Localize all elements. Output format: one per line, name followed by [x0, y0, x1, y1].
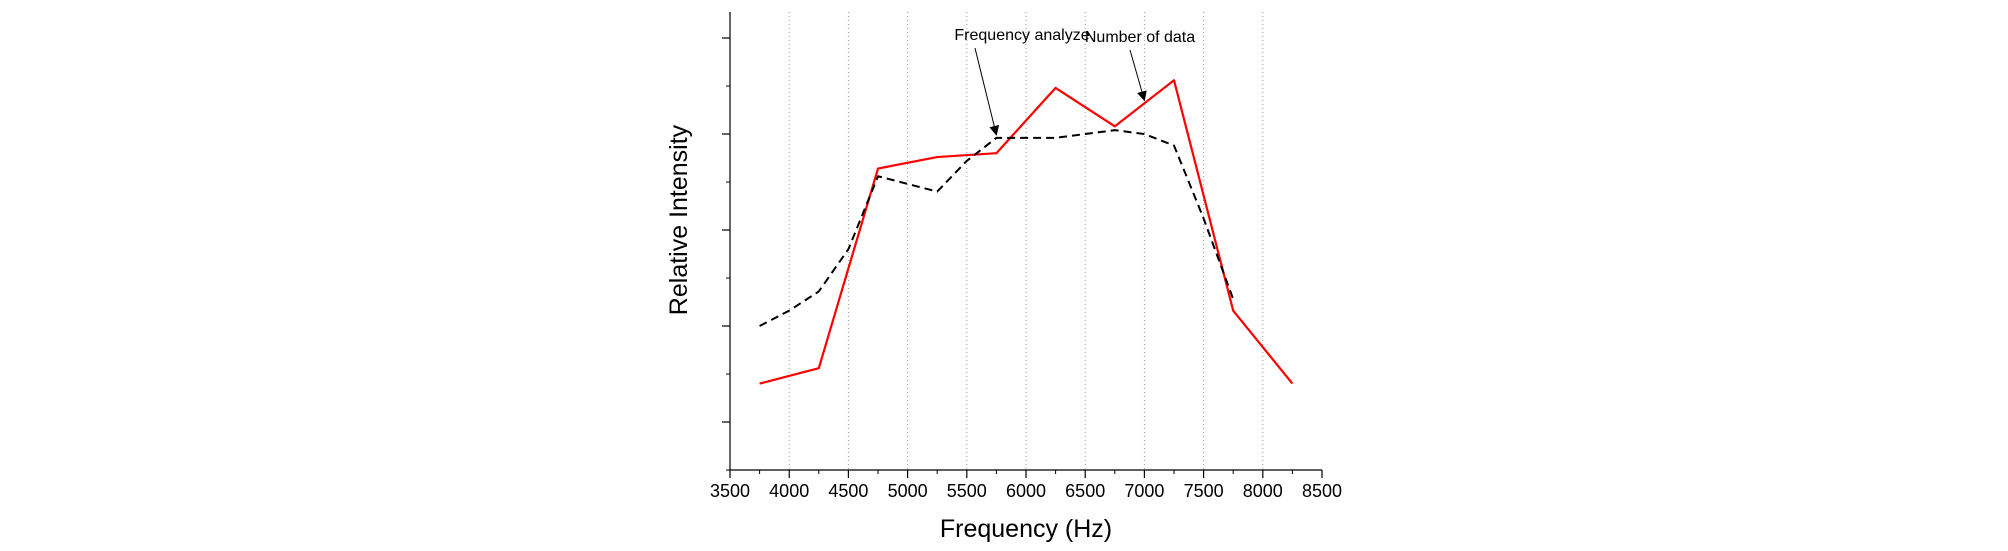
axes: 3500 4000 4500 5000 5500 6000 6500 7000 7500 8000… [710, 12, 1342, 501]
x-tick-label-7500: 7500 [1184, 481, 1224, 501]
x-axis-title: Frequency (Hz) [940, 515, 1112, 543]
x-tick-label-8000: 8000 [1243, 481, 1283, 501]
series-line-frequency-analyze [759, 129, 1235, 327]
x-tick-label-5000: 5000 [888, 481, 928, 501]
x-tick-label-7000: 7000 [1124, 481, 1164, 501]
annotation-label-2: Number of data [1085, 29, 1195, 46]
x-tick-label-4500: 4500 [828, 481, 868, 501]
series [759, 79, 1294, 385]
x-tick-label-4000: 4000 [769, 481, 809, 501]
x-tick-label-8500: 8500 [1302, 481, 1342, 501]
labels: Frequency (Hz) Relative Intensity [665, 124, 1112, 543]
x-tick-label-3500: 3500 [710, 481, 750, 501]
x-tick-label-6000: 6000 [1006, 481, 1046, 501]
annotation-label-1: Frequency analyze [954, 27, 1089, 44]
x-tick-label-6500: 6500 [1065, 481, 1105, 501]
series-line-number-of-data [759, 79, 1294, 385]
x-tick-label-5500: 5500 [947, 481, 987, 501]
annotation-arrow-2 [1129, 49, 1147, 102]
grid [788, 12, 1264, 470]
y-axis-title: Relative Intensity [665, 124, 693, 315]
annotation-arrow-1 [974, 47, 1000, 136]
